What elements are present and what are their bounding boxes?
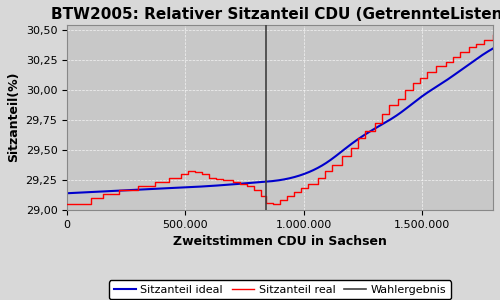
Line: Sitzanteil real: Sitzanteil real	[67, 35, 493, 204]
Y-axis label: Sitzanteil(%): Sitzanteil(%)	[7, 72, 20, 163]
Title: BTW2005: Relativer Sitzanteil CDU (GetrennteListen): BTW2005: Relativer Sitzanteil CDU (Getre…	[51, 7, 500, 22]
Sitzanteil ideal	[64, 191, 70, 195]
Sitzanteil real	[220, 177, 226, 181]
Sitzanteil ideal	[387, 118, 393, 122]
Sitzanteil ideal	[90, 190, 96, 194]
Sitzanteil real	[298, 187, 304, 190]
Sitzanteil ideal	[490, 46, 496, 50]
Sitzanteil real	[64, 202, 70, 206]
Sitzanteil real	[100, 196, 105, 200]
Sitzanteil ideal	[312, 168, 318, 171]
Sitzanteil real	[402, 88, 408, 92]
Sitzanteil ideal	[336, 152, 342, 156]
Sitzanteil ideal	[322, 161, 328, 165]
Legend: Sitzanteil ideal, Sitzanteil real, Wahlergebnis: Sitzanteil ideal, Sitzanteil real, Wahle…	[109, 280, 451, 299]
Sitzanteil real	[135, 188, 141, 191]
Sitzanteil real	[329, 169, 335, 172]
Sitzanteil real	[490, 34, 496, 37]
Sitzanteil ideal	[431, 87, 437, 90]
X-axis label: Zweitstimmen CDU in Sachsen: Zweitstimmen CDU in Sachsen	[173, 235, 387, 248]
Line: Sitzanteil ideal: Sitzanteil ideal	[67, 48, 493, 193]
